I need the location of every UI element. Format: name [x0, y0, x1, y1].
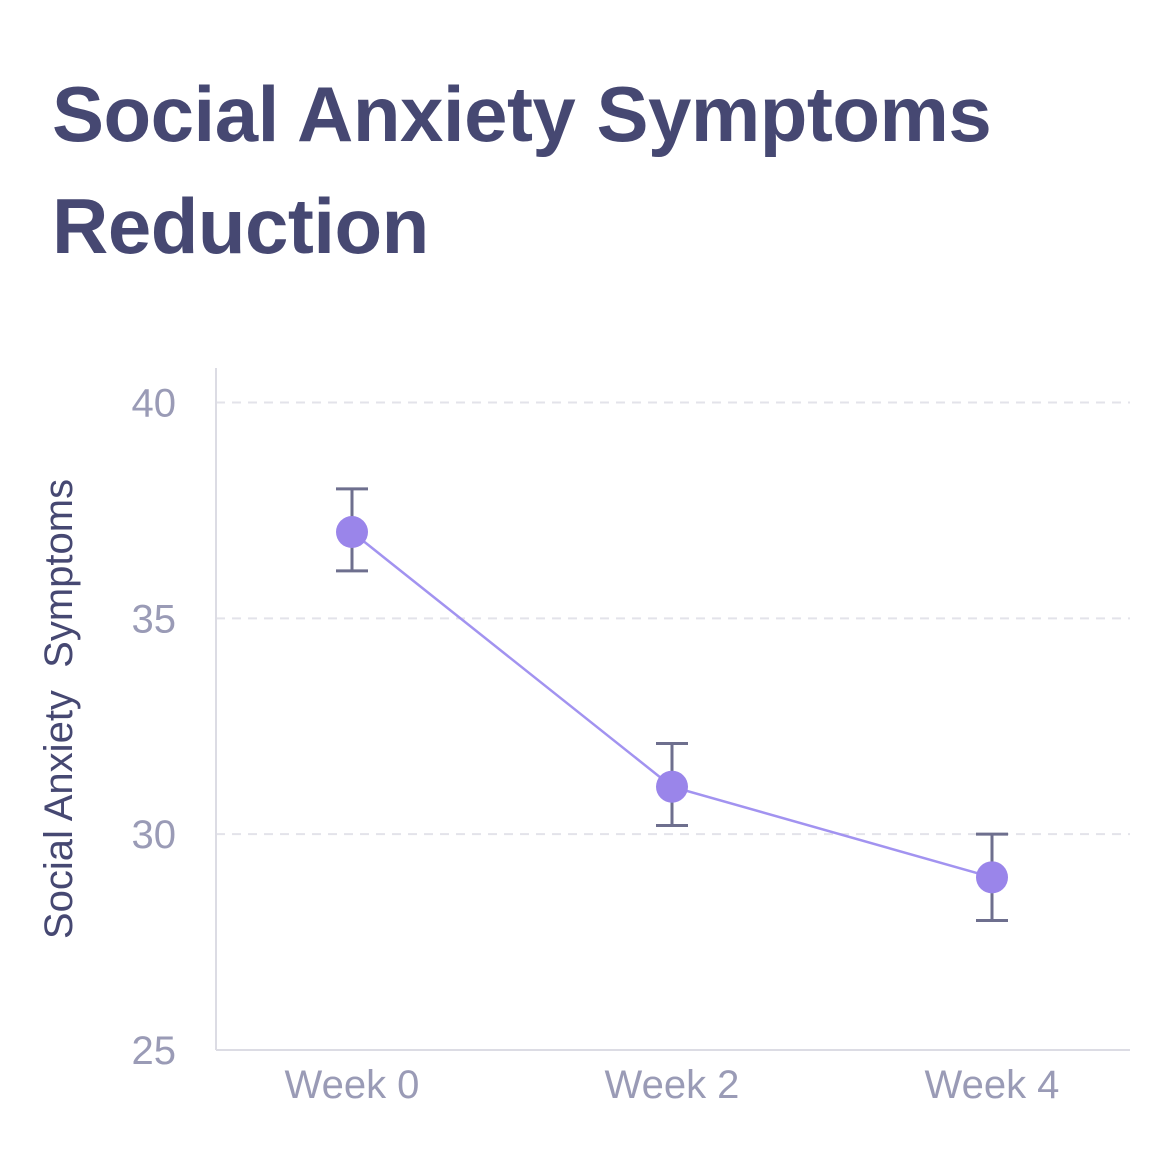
y-tick-label: 40	[132, 382, 177, 426]
x-tick-labels: Week 0 Week 2 Week 4	[285, 1063, 1060, 1107]
y-tick-labels: 25 30 35 40	[132, 382, 177, 1073]
chart-title: Social Anxiety Symptoms Reduction	[52, 70, 992, 270]
grid-lines	[216, 401, 1130, 836]
y-tick-label: 30	[132, 813, 177, 857]
y-tick-label: 25	[132, 1029, 177, 1073]
axes	[215, 368, 1130, 1051]
data-point	[656, 770, 688, 803]
y-tick-label: 35	[132, 597, 177, 641]
x-tick-label: Week 4	[925, 1063, 1060, 1107]
data-point	[976, 861, 1008, 894]
x-tick-label: Week 0	[285, 1063, 420, 1107]
y-axis-title: Social Anxiety Symptoms	[37, 479, 81, 939]
x-tick-label: Week 2	[605, 1063, 740, 1107]
series-layer	[336, 487, 1008, 923]
data-point	[336, 516, 368, 549]
